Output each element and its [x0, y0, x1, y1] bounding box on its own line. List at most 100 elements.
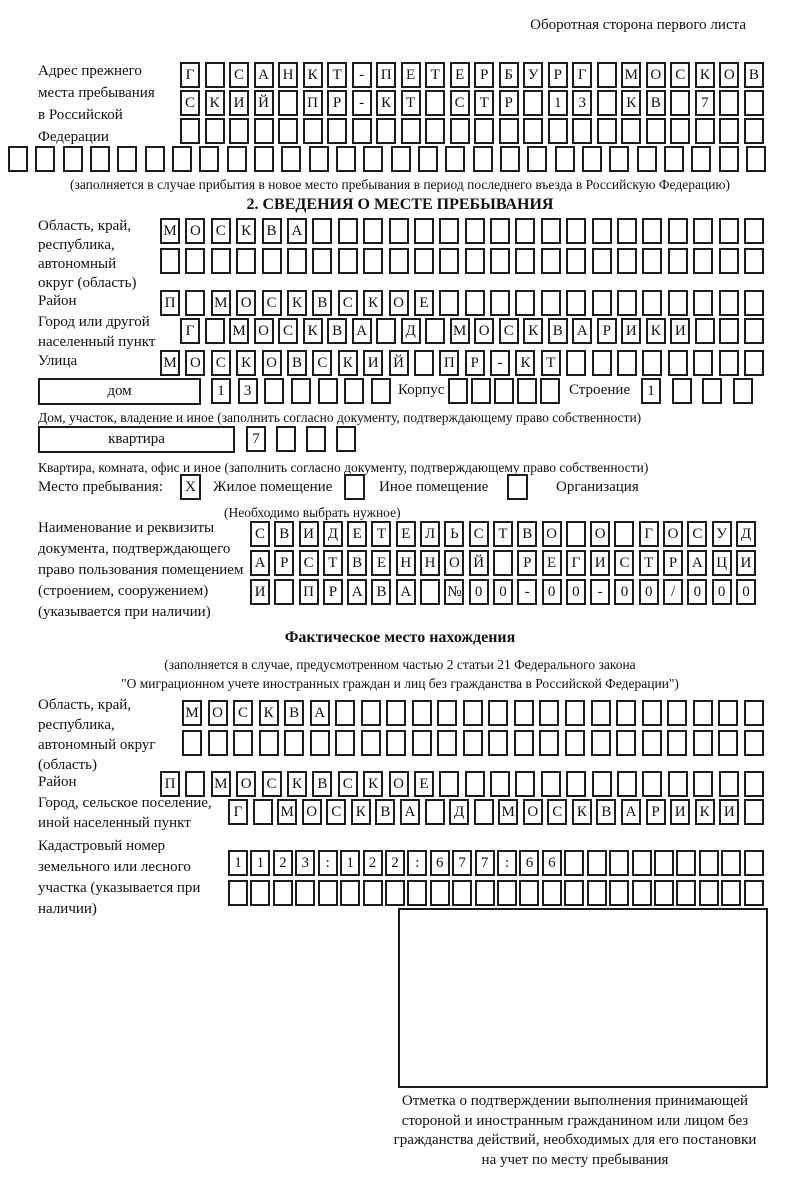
char-cell[interactable]: -	[590, 579, 611, 605]
char-cell[interactable]: Ь	[444, 521, 465, 547]
char-cell[interactable]: С	[180, 90, 200, 116]
kvartira-row[interactable]: 7	[246, 426, 356, 452]
char-cell[interactable]	[302, 118, 323, 144]
char-cell[interactable]: В	[286, 350, 307, 376]
char-cell[interactable]: П	[376, 62, 397, 88]
char-cell[interactable]: А	[309, 700, 330, 726]
char-cell[interactable]	[439, 248, 460, 274]
char-cell[interactable]	[488, 700, 509, 726]
char-cell[interactable]	[464, 290, 485, 316]
char-cell[interactable]: 2	[384, 850, 405, 876]
char-cell[interactable]: Р	[663, 550, 684, 576]
char-cell[interactable]	[199, 146, 220, 172]
char-cell[interactable]: 3	[237, 378, 258, 404]
char-cell[interactable]	[654, 850, 675, 876]
char-cell[interactable]: К	[571, 799, 592, 825]
char-cell[interactable]: Е	[541, 550, 562, 576]
char-cell[interactable]	[667, 218, 688, 244]
char-cell[interactable]	[539, 730, 560, 756]
char-cell[interactable]: В	[517, 521, 538, 547]
char-cell[interactable]: К	[694, 62, 715, 88]
char-cell[interactable]: Р	[474, 62, 495, 88]
char-cell[interactable]: Т	[540, 350, 561, 376]
char-cell[interactable]	[631, 880, 652, 906]
char-cell[interactable]: 3	[572, 90, 593, 116]
char-cell[interactable]	[617, 771, 638, 797]
char-cell[interactable]: Д	[400, 318, 421, 344]
char-cell[interactable]	[306, 426, 326, 452]
char-cell[interactable]	[667, 700, 688, 726]
char-cell[interactable]	[390, 146, 411, 172]
char-cell[interactable]: С	[468, 521, 489, 547]
char-cell[interactable]	[388, 248, 409, 274]
char-cell[interactable]: И	[670, 318, 691, 344]
char-cell[interactable]: К	[286, 290, 307, 316]
char-cell[interactable]: П	[439, 350, 460, 376]
char-cell[interactable]: И	[250, 579, 270, 605]
char-cell[interactable]: К	[302, 318, 323, 344]
char-cell[interactable]: О	[522, 799, 543, 825]
char-cell[interactable]	[642, 771, 663, 797]
char-cell[interactable]: Р	[547, 62, 568, 88]
oblast-row-2[interactable]	[160, 248, 764, 274]
char-cell[interactable]: К	[376, 90, 397, 116]
char-cell[interactable]	[362, 880, 383, 906]
char-cell[interactable]	[527, 146, 548, 172]
char-cell[interactable]	[667, 730, 688, 756]
char-cell[interactable]: С	[233, 700, 254, 726]
korpus-row[interactable]	[448, 378, 560, 404]
char-cell[interactable]: О	[388, 771, 409, 797]
char-cell[interactable]: 0	[541, 579, 562, 605]
char-cell[interactable]	[718, 290, 739, 316]
char-cell[interactable]	[420, 579, 441, 605]
char-cell[interactable]: О	[236, 290, 257, 316]
char-cell[interactable]	[286, 248, 307, 274]
char-cell[interactable]	[513, 730, 534, 756]
char-cell[interactable]: Е	[449, 62, 470, 88]
char-cell[interactable]	[617, 290, 638, 316]
char-cell[interactable]	[494, 378, 514, 404]
char-cell[interactable]: В	[547, 318, 568, 344]
char-cell[interactable]: У	[711, 521, 732, 547]
char-cell[interactable]: №	[444, 579, 465, 605]
char-cell[interactable]	[540, 378, 560, 404]
char-cell[interactable]: А	[572, 318, 593, 344]
char-cell[interactable]: О	[719, 62, 740, 88]
char-cell[interactable]: А	[253, 62, 274, 88]
char-cell[interactable]: О	[301, 799, 322, 825]
document-row-3[interactable]: И П Р А В А № 0 0-0 0-0 0/0 0 0	[250, 579, 756, 605]
char-cell[interactable]: М	[210, 771, 231, 797]
char-cell[interactable]	[721, 880, 742, 906]
char-cell[interactable]: 7	[246, 426, 266, 452]
char-cell[interactable]	[8, 146, 28, 172]
char-cell[interactable]: И	[670, 799, 691, 825]
char-cell[interactable]	[667, 290, 688, 316]
char-cell[interactable]: 0	[468, 579, 489, 605]
char-cell[interactable]: :	[497, 850, 518, 876]
char-cell[interactable]: 6	[519, 850, 540, 876]
char-cell[interactable]: В	[261, 218, 282, 244]
char-cell[interactable]: Д	[322, 521, 343, 547]
char-cell[interactable]	[492, 550, 513, 576]
char-cell[interactable]	[474, 118, 495, 144]
char-cell[interactable]	[253, 118, 274, 144]
char-cell[interactable]	[636, 146, 657, 172]
char-cell[interactable]	[335, 700, 356, 726]
char-cell[interactable]: Е	[413, 290, 434, 316]
char-cell[interactable]: Й	[468, 550, 489, 576]
char-cell[interactable]: 7	[474, 850, 495, 876]
char-cell[interactable]	[312, 248, 333, 274]
char-cell[interactable]	[743, 850, 764, 876]
char-cell[interactable]	[596, 90, 617, 116]
char-cell[interactable]	[718, 146, 739, 172]
char-cell[interactable]	[490, 771, 511, 797]
char-cell[interactable]	[448, 378, 468, 404]
char-cell[interactable]: М	[210, 290, 231, 316]
char-cell[interactable]	[253, 146, 274, 172]
char-cell[interactable]: Ц	[711, 550, 732, 576]
char-cell[interactable]: В	[327, 318, 348, 344]
char-cell[interactable]: В	[743, 62, 764, 88]
char-cell[interactable]	[590, 700, 611, 726]
